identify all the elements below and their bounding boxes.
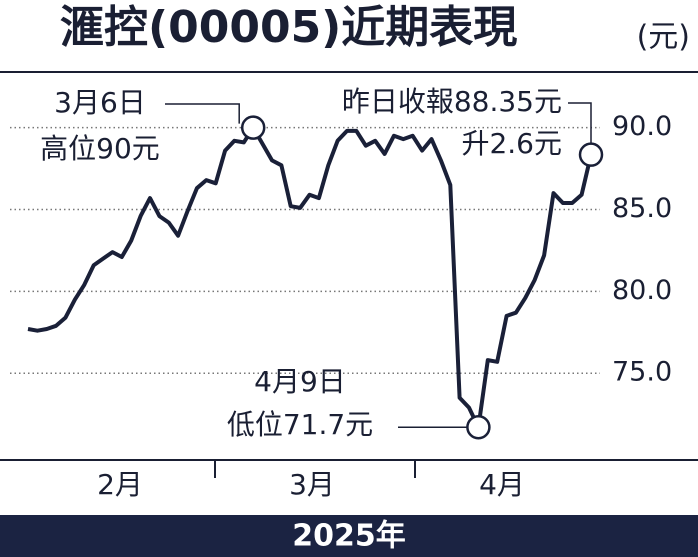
chart-title: 滙控(00005)近期表現 [60, 2, 517, 53]
y-tick-label: 90.0 [612, 111, 672, 142]
annotation-text: 4月9日 [254, 365, 346, 398]
annotation-text: 昨日收報88.35元 [342, 85, 562, 118]
y-tick-label: 80.0 [612, 275, 672, 306]
annotation-connector [165, 103, 240, 124]
annotation-marker [466, 415, 491, 440]
annotation-connector [568, 102, 592, 144]
price-line [27, 125, 593, 430]
x-tick-label: 3月 [289, 468, 335, 501]
annotation-text: 低位71.7元 [227, 408, 373, 441]
y-tick-label: 85.0 [612, 193, 672, 224]
unit-label: (元) [637, 20, 690, 55]
year-bar [0, 515, 698, 557]
x-tick-label: 4月 [479, 468, 525, 501]
annotation-text: 3月6日 [54, 86, 146, 119]
y-tick-label: 75.0 [612, 357, 672, 388]
annotation-marker [240, 115, 266, 140]
x-tick-label: 2月 [97, 468, 143, 501]
annotation-text: 升2.6元 [461, 127, 562, 160]
year-label: 2025年 [292, 519, 406, 554]
annotation-marker [578, 142, 604, 167]
annotation-text: 高位90元 [40, 132, 160, 165]
